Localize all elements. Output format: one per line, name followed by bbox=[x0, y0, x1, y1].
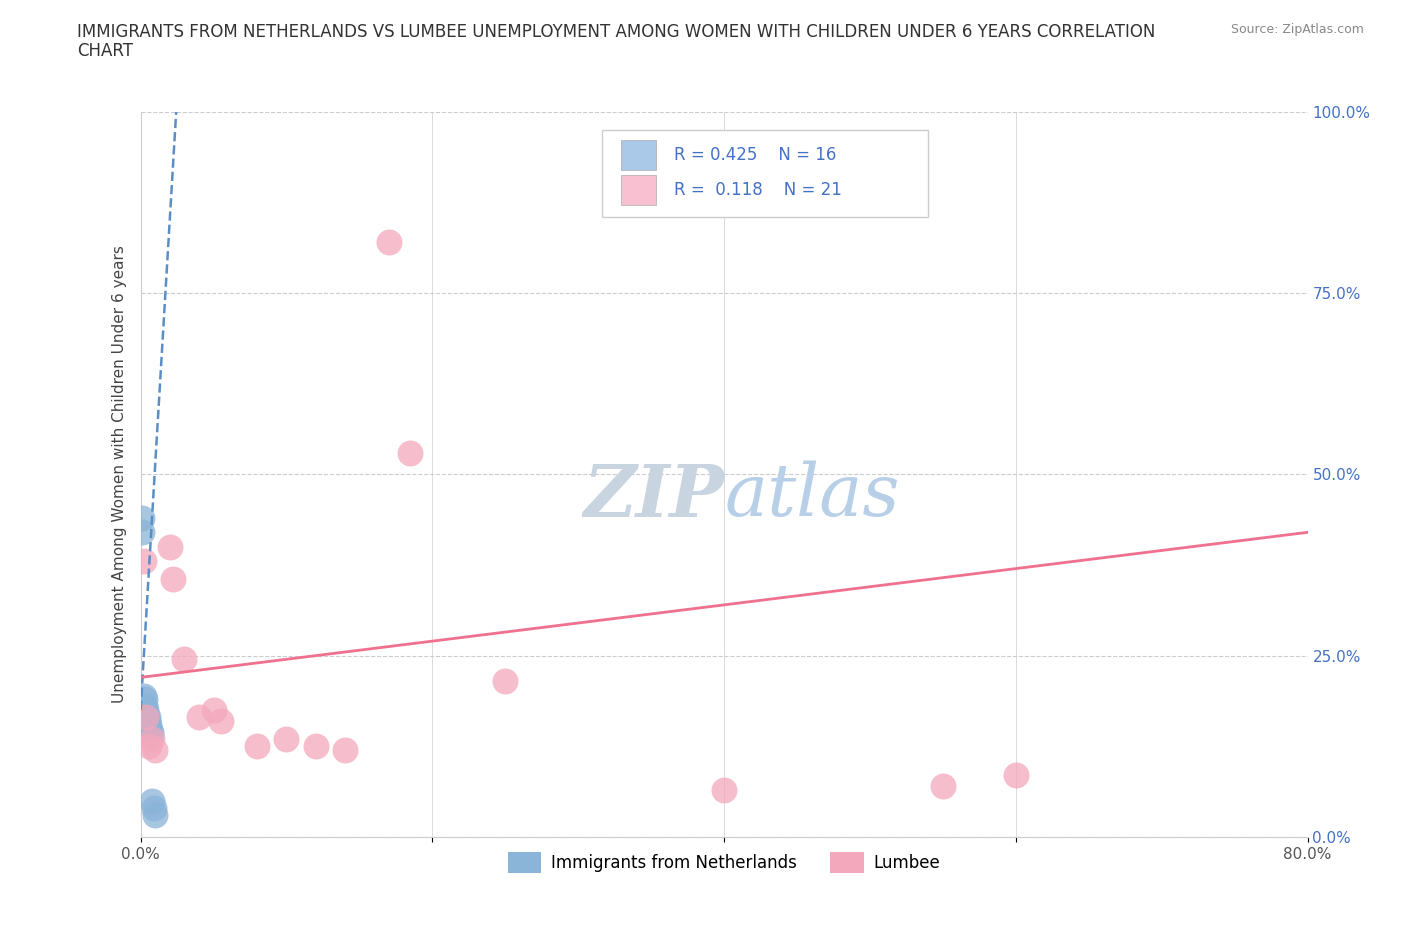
Point bbox=[136, 713, 159, 728]
Point bbox=[139, 724, 162, 739]
Point bbox=[159, 539, 181, 554]
Text: IMMIGRANTS FROM NETHERLANDS VS LUMBEE UNEMPLOYMENT AMONG WOMEN WITH CHILDREN UND: IMMIGRANTS FROM NETHERLANDS VS LUMBEE UN… bbox=[77, 23, 1156, 41]
Point bbox=[141, 732, 163, 747]
Point bbox=[135, 703, 157, 718]
Text: R = 0.425    N = 16: R = 0.425 N = 16 bbox=[673, 146, 837, 164]
Point bbox=[134, 699, 156, 714]
Point bbox=[136, 710, 159, 724]
Point bbox=[188, 710, 211, 724]
Point bbox=[135, 706, 157, 721]
Legend: Immigrants from Netherlands, Lumbee: Immigrants from Netherlands, Lumbee bbox=[501, 845, 948, 880]
FancyBboxPatch shape bbox=[602, 130, 928, 217]
Point bbox=[138, 738, 160, 753]
Point bbox=[132, 554, 155, 569]
Point bbox=[246, 738, 269, 753]
Point bbox=[494, 673, 516, 688]
Point bbox=[377, 234, 399, 249]
Point bbox=[173, 652, 195, 667]
Point bbox=[202, 703, 225, 718]
Point bbox=[139, 728, 162, 743]
Point bbox=[143, 742, 166, 757]
Point bbox=[209, 713, 232, 728]
Point bbox=[142, 801, 165, 816]
Y-axis label: Unemployment Among Women with Children Under 6 years: Unemployment Among Women with Children U… bbox=[111, 246, 127, 703]
Point bbox=[131, 525, 153, 539]
Point bbox=[305, 738, 328, 753]
Point bbox=[134, 692, 156, 707]
Point bbox=[932, 778, 955, 793]
FancyBboxPatch shape bbox=[621, 140, 657, 170]
Point bbox=[1005, 768, 1028, 783]
Point bbox=[333, 742, 356, 757]
Point bbox=[135, 710, 157, 724]
Text: CHART: CHART bbox=[77, 42, 134, 60]
Text: atlas: atlas bbox=[724, 460, 900, 531]
Point bbox=[713, 782, 735, 797]
Point bbox=[132, 688, 155, 703]
Point bbox=[399, 445, 422, 460]
Text: Source: ZipAtlas.com: Source: ZipAtlas.com bbox=[1230, 23, 1364, 36]
Point bbox=[143, 808, 166, 823]
Point bbox=[141, 793, 163, 808]
Text: R =  0.118    N = 21: R = 0.118 N = 21 bbox=[673, 181, 842, 199]
Point bbox=[276, 732, 298, 747]
Point bbox=[138, 717, 160, 732]
Text: ZIP: ZIP bbox=[583, 460, 724, 532]
Point bbox=[138, 721, 160, 736]
Point bbox=[162, 572, 184, 587]
Point bbox=[131, 511, 153, 525]
FancyBboxPatch shape bbox=[621, 175, 657, 206]
